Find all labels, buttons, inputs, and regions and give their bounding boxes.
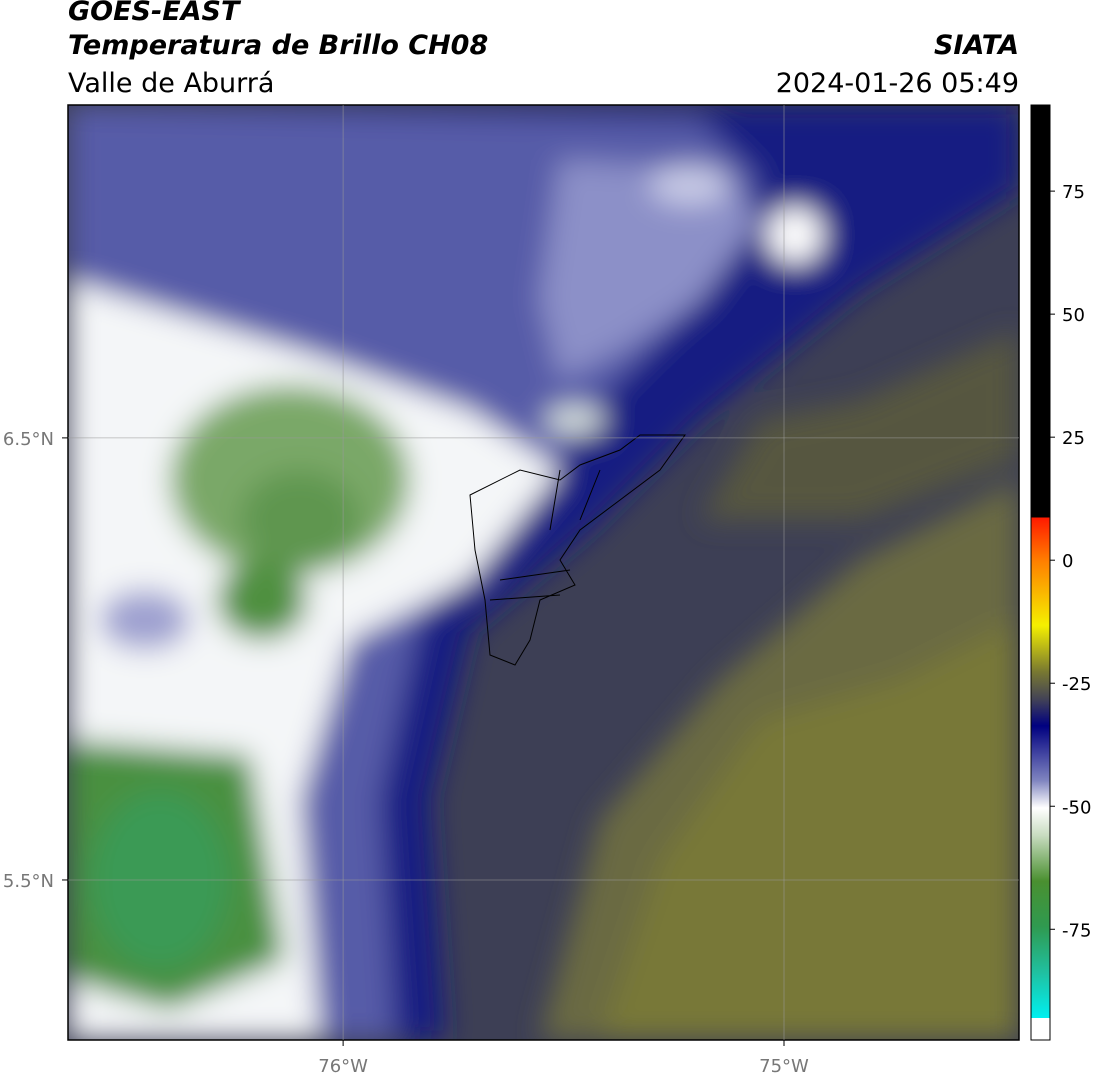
region: Valle de Aburrá xyxy=(68,68,274,99)
colorbar-tick-label: 50 xyxy=(1062,305,1085,326)
colorbar-tick-label: 25 xyxy=(1062,428,1085,449)
colorbar-under xyxy=(1031,1018,1050,1040)
map-frame xyxy=(67,104,1020,1041)
colorbar-tick-label: 75 xyxy=(1062,182,1085,203)
satellite-image xyxy=(68,105,1019,1040)
colorbar-tick-label: 0 xyxy=(1062,551,1073,572)
x-tick-label: 75°W xyxy=(759,1056,809,1077)
colorbar xyxy=(1031,105,1050,1018)
colorbar-tick-label: -25 xyxy=(1062,674,1091,695)
colorbar-frame xyxy=(1030,104,1051,1041)
title: GOES-EAST xyxy=(68,0,242,27)
subtitle: Temperatura de Brillo CH08 xyxy=(68,30,488,61)
colorbar-tick-label: -50 xyxy=(1062,797,1091,818)
source: SIATA xyxy=(934,30,1019,61)
colorbar-tick-label: -75 xyxy=(1062,920,1091,941)
x-tick-label: 76°W xyxy=(318,1056,368,1077)
y-tick-label: 6.5°N xyxy=(3,429,54,450)
datetime: 2024-01-26 05:49 xyxy=(776,68,1019,99)
y-tick-label: 5.5°N xyxy=(3,871,54,892)
